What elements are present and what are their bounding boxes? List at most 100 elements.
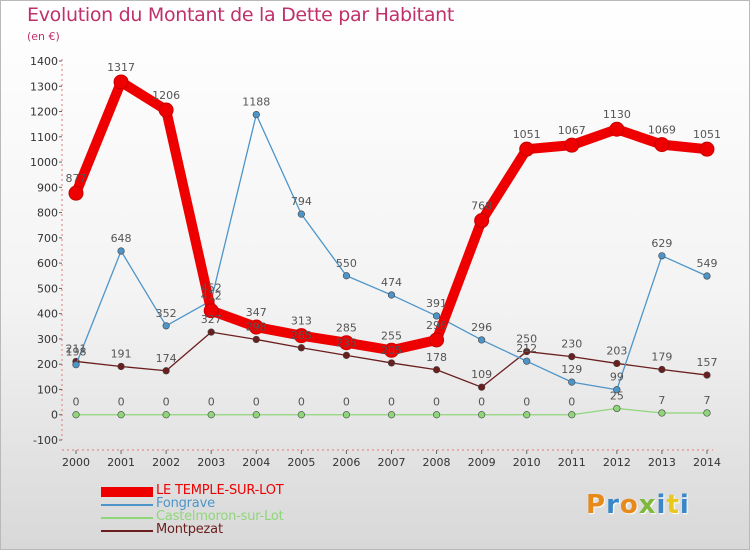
data-label: 235 <box>336 336 357 349</box>
data-point <box>429 332 445 348</box>
data-label: 7 <box>658 394 665 407</box>
data-label: 0 <box>478 396 485 409</box>
data-label: 129 <box>561 363 582 376</box>
brand-letter: r <box>606 490 620 520</box>
data-label: 877 <box>66 172 87 185</box>
data-point <box>387 411 396 419</box>
x-tick-label: 2003 <box>197 456 225 469</box>
data-point <box>474 213 490 229</box>
data-label: 0 <box>73 396 80 409</box>
data-label: 391 <box>426 297 447 310</box>
y-tick-label: 200 <box>37 358 58 371</box>
data-label: 191 <box>111 347 132 360</box>
data-point <box>478 383 486 391</box>
data-point <box>383 342 399 358</box>
data-point <box>613 386 621 394</box>
data-point <box>658 409 666 417</box>
y-tick-label: 900 <box>37 181 58 194</box>
data-label: 0 <box>163 396 170 409</box>
data-point <box>478 336 486 344</box>
data-label: 549 <box>696 257 717 270</box>
data-label: 109 <box>471 368 492 381</box>
data-point <box>72 411 80 419</box>
data-point <box>523 347 531 356</box>
data-label: 327 <box>201 313 222 326</box>
data-label: 1130 <box>603 108 631 121</box>
legend-label: Montpezat <box>156 522 223 537</box>
data-label: 285 <box>336 322 357 335</box>
series-2 <box>72 404 711 419</box>
data-label: 629 <box>651 237 672 250</box>
data-point <box>252 335 260 344</box>
data-point <box>654 137 670 153</box>
data-label: 1067 <box>558 124 586 137</box>
x-tick-label: 2008 <box>423 456 451 469</box>
x-tick-label: 2005 <box>287 456 315 469</box>
x-tick-label: 2004 <box>242 456 270 469</box>
data-point <box>117 247 125 255</box>
data-label: 1206 <box>152 89 180 102</box>
x-tick-label: 2009 <box>468 456 496 469</box>
data-point <box>162 411 170 419</box>
data-point <box>293 328 309 344</box>
data-point <box>613 359 621 368</box>
legend-label: Castelmoron-sur-Lot <box>156 509 284 524</box>
data-label: 298 <box>246 320 267 333</box>
brand-logo: Proxiti <box>586 490 690 520</box>
data-point <box>703 272 711 280</box>
brand-letter: x <box>638 490 657 520</box>
brand-letter: o <box>619 490 639 520</box>
data-label: 0 <box>298 396 305 409</box>
data-label: 1051 <box>693 128 721 141</box>
x-tick-label: 2006 <box>332 456 360 469</box>
x-tick-label: 2000 <box>62 456 90 469</box>
data-point <box>297 210 305 218</box>
legend-swatch <box>101 530 153 532</box>
y-tick-label: 700 <box>37 232 58 245</box>
data-label: 0 <box>388 396 395 409</box>
data-point <box>613 404 621 413</box>
data-label: 179 <box>651 351 672 364</box>
data-point <box>568 411 576 419</box>
x-tick-label: 2007 <box>377 456 405 469</box>
data-point <box>387 359 396 367</box>
data-label: 352 <box>156 307 177 320</box>
y-tick-label: 500 <box>37 282 58 295</box>
data-label: 265 <box>291 329 312 342</box>
y-tick-label: 1000 <box>30 156 58 169</box>
legend-swatch <box>101 487 153 497</box>
data-point <box>387 291 396 299</box>
data-point <box>207 411 215 419</box>
data-label: 0 <box>568 396 575 409</box>
data-point <box>432 312 441 320</box>
legend-swatch <box>101 504 153 506</box>
data-label: 794 <box>291 195 312 208</box>
data-point <box>252 110 260 119</box>
legend-label: Fongrave <box>156 496 215 511</box>
data-point <box>523 357 531 365</box>
data-label: 99 <box>610 371 624 384</box>
x-tick-label: 2010 <box>513 456 541 469</box>
data-label: 412 <box>201 290 222 303</box>
brand-letter: t <box>666 490 680 520</box>
data-point <box>564 137 580 153</box>
chart-title: Evolution du Montant de la Dette par Hab… <box>27 4 455 26</box>
data-label: 0 <box>523 396 530 409</box>
data-point <box>117 362 125 371</box>
y-tick-label: 800 <box>37 207 58 220</box>
data-label: 7 <box>703 394 710 407</box>
y-tick-label: 1400 <box>30 55 58 68</box>
data-point <box>297 344 305 352</box>
data-point <box>342 411 351 419</box>
y-tick-label: 0 <box>51 409 58 422</box>
data-label: 174 <box>156 352 177 365</box>
data-label: 768 <box>471 200 492 213</box>
data-label: 198 <box>66 346 87 359</box>
y-tick-label: 100 <box>37 383 58 396</box>
data-label: 0 <box>343 396 350 409</box>
data-label: 250 <box>516 333 537 346</box>
data-point <box>432 366 441 374</box>
brand-letter: P <box>586 490 607 520</box>
data-label: 296 <box>471 321 492 334</box>
data-label: 0 <box>253 396 260 409</box>
